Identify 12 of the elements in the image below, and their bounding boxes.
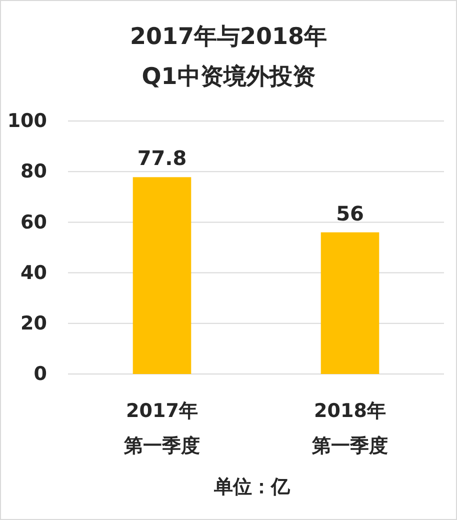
y-tick-label: 80: [20, 160, 47, 183]
y-tick-label: 0: [34, 363, 47, 386]
y-tick-label: 20: [20, 312, 47, 334]
chart-title: 2017年与2018年 Q1中资境外投资: [130, 24, 328, 90]
x-axis-title: 单位：亿: [213, 476, 291, 498]
data-label: 56: [336, 201, 364, 226]
y-tick-label: 60: [20, 211, 47, 234]
data-label: 77.8: [137, 146, 187, 170]
y-tick-label: 100: [7, 110, 47, 132]
x-tick-label: 2018年第一季度: [311, 400, 388, 457]
y-tick-label: 40: [20, 262, 47, 284]
x-tick-label: 2017年第一季度: [123, 400, 200, 457]
